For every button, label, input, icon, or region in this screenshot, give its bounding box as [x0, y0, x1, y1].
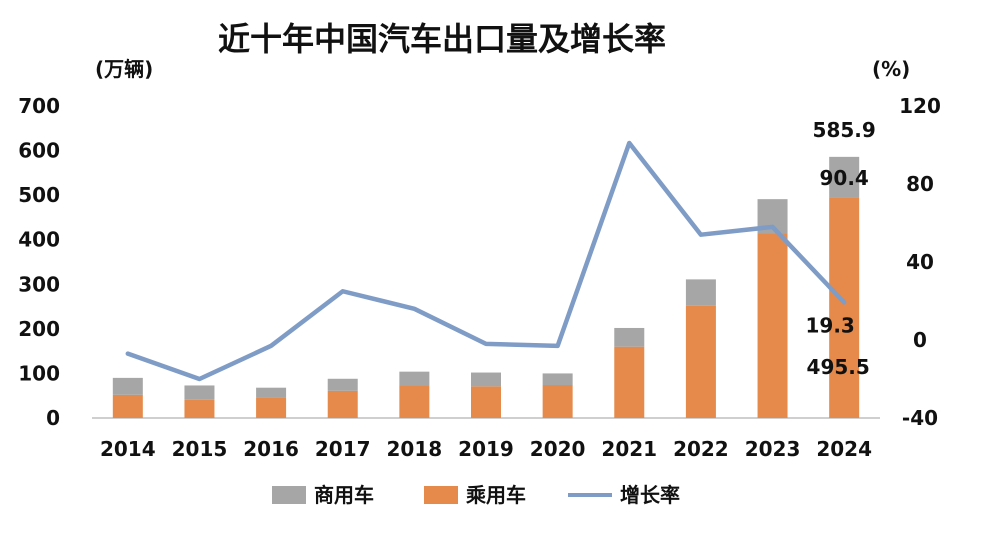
x-tick-label: 2018 [387, 437, 443, 461]
bar-passenger [542, 385, 573, 418]
axes: 0 100 200 300 400 500 600 700 -40 0 40 80 120 2014 201… [18, 94, 941, 461]
y-left-tick-label: 600 [18, 139, 60, 163]
y-right-tick-label: -40 [902, 406, 938, 430]
x-tick-label: 2019 [458, 437, 514, 461]
y-right-tick-label: 120 [899, 94, 941, 118]
bar-passenger [256, 397, 287, 418]
growth-line-group [125, 140, 847, 382]
legend-label-passenger: 乘用车 [465, 483, 526, 507]
bar-passenger [327, 390, 358, 418]
bar-commercial [829, 156, 860, 198]
x-tick-label: 2016 [243, 437, 299, 461]
bar-commercial [112, 377, 143, 395]
y-right-tick-label: 40 [906, 250, 934, 274]
y-left-tick-label: 400 [18, 228, 60, 252]
x-tick-label: 2022 [673, 437, 729, 461]
legend-swatch-commercial [272, 486, 306, 504]
x-tick-label: 2024 [816, 437, 872, 461]
bar-passenger [399, 385, 430, 418]
x-tick-label: 2021 [601, 437, 657, 461]
x-tick-label: 2015 [172, 437, 228, 461]
legend-label-commercial: 商用车 [314, 483, 374, 507]
bar-commercial [256, 387, 287, 398]
bar-passenger [757, 233, 788, 418]
x-tick-label: 2023 [745, 437, 801, 461]
x-tick-label: 2017 [315, 437, 371, 461]
bar-passenger [471, 386, 501, 418]
bar-commercial [399, 371, 430, 386]
x-tick-label: 2020 [530, 437, 586, 461]
bar-passenger [829, 197, 860, 418]
bar-commercial [685, 279, 716, 306]
data-label-commercial-2024: 90.4 [820, 166, 869, 190]
chart-title: 近十年中国汽车出口量及增长率 [218, 20, 666, 58]
growth-rate-line [125, 140, 847, 382]
x-tick-label: 2014 [100, 437, 156, 461]
data-label-passenger-2024: 495.5 [807, 355, 870, 379]
bar-commercial [471, 372, 501, 387]
data-label-total-2024: 585.9 [813, 118, 876, 142]
legend: 商用车 乘用车 增长率 [272, 483, 680, 507]
bar-passenger [685, 305, 716, 418]
bar-group [112, 156, 860, 418]
y-left-tick-label: 700 [18, 94, 60, 118]
y-left-tick-label: 100 [18, 361, 60, 385]
y-left-tick-label: 300 [18, 272, 60, 296]
bar-commercial [614, 327, 645, 347]
y-left-tick-label: 0 [46, 406, 60, 430]
bar-commercial [184, 385, 215, 400]
y-right-tick-label: 0 [913, 328, 927, 352]
y-unit-right: (%) [872, 57, 910, 81]
data-labels: 585.9 90.4 19.3 495.5 [806, 118, 876, 379]
y-unit-left: (万辆) [95, 57, 153, 81]
y-left-tick-label: 500 [18, 183, 60, 207]
bar-passenger [112, 394, 143, 418]
bar-commercial [327, 378, 358, 391]
bar-passenger [184, 399, 215, 418]
bar-commercial [542, 373, 573, 386]
y-right-tick-label: 80 [906, 172, 934, 196]
data-label-growth-2024: 19.3 [806, 313, 855, 337]
legend-swatch-passenger [424, 486, 458, 504]
y-left-tick-label: 200 [18, 317, 60, 341]
legend-label-growth: 增长率 [620, 483, 680, 507]
bar-passenger [614, 346, 645, 418]
